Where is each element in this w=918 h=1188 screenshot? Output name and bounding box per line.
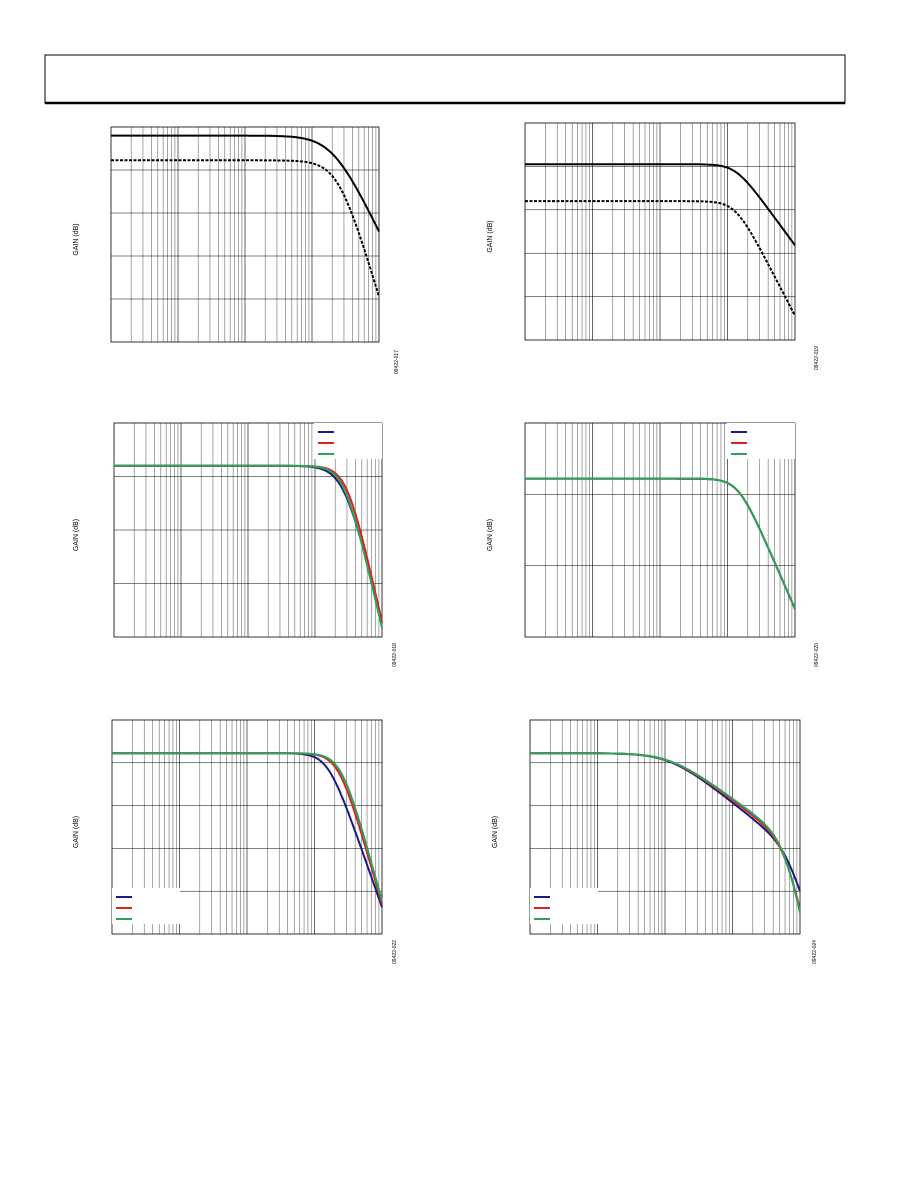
figure: GAIN (dB) 09422-024 <box>492 719 818 964</box>
figure-id: 09422-019 <box>814 346 820 370</box>
figure-id: 09422-020 <box>814 643 820 667</box>
curve <box>114 464 383 629</box>
y-axis-label: GAIN (dB) <box>487 519 494 551</box>
figure: GAIN (dB) 09422-017 <box>73 126 400 374</box>
header-box <box>44 54 846 104</box>
y-axis-label: GAIN (dB) <box>73 519 80 551</box>
curve <box>525 163 796 246</box>
y-axis-label: GAIN (dB) <box>73 223 80 255</box>
curve <box>530 752 801 913</box>
figure-id: 09422-022 <box>392 940 398 964</box>
curve <box>112 752 383 902</box>
figure: GAIN (dB) 09422-018 <box>73 422 398 667</box>
figure: GAIN (dB) 09422-020 <box>487 422 820 667</box>
y-axis-label: GAIN (dB) <box>487 220 494 252</box>
curve <box>111 134 380 232</box>
y-axis-label: GAIN (dB) <box>492 816 499 848</box>
figure: GAIN (dB) 09422-019 <box>487 122 820 370</box>
figure-id: 09422-018 <box>392 643 398 667</box>
y-axis-label: GAIN (dB) <box>73 816 80 848</box>
figure: GAIN (dB) 09422-022 <box>73 719 398 964</box>
figure-id: 09422-017 <box>394 350 400 374</box>
curve <box>525 477 796 610</box>
curve <box>525 200 796 317</box>
figure-id: 09422-024 <box>812 940 818 964</box>
